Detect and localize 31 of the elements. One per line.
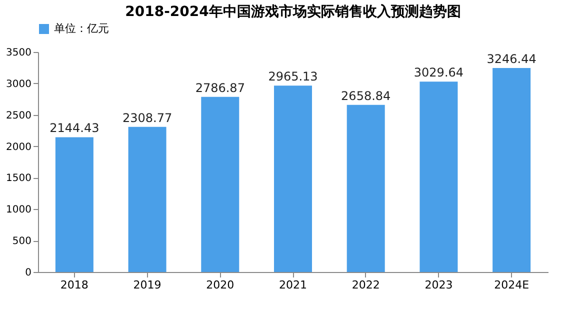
y-tick-label: 3500 xyxy=(6,48,32,58)
x-tick-label: 2024E xyxy=(494,278,530,292)
data-label: 2308.77 xyxy=(122,110,172,125)
bar xyxy=(346,104,385,272)
x-tick-label: 2018 xyxy=(60,278,88,292)
y-tick-label: 3000 xyxy=(6,78,32,90)
data-label: 2658.84 xyxy=(341,88,391,103)
bar xyxy=(420,82,458,272)
bar xyxy=(201,96,240,272)
bar xyxy=(274,86,312,272)
chart-title: 2018-2024年中国游戏市场实际销售收入预测趋势图 xyxy=(125,3,461,20)
x-tick-label: 2023 xyxy=(424,278,453,292)
y-tick-label: 0 xyxy=(25,268,32,278)
bar xyxy=(55,137,94,272)
x-tick-label: 2022 xyxy=(352,278,380,292)
y-tick-label: 1500 xyxy=(6,173,32,184)
x-tick-label: 2019 xyxy=(133,278,162,292)
data-label: 2786.87 xyxy=(195,80,245,95)
y-tick-label: 1000 xyxy=(6,204,32,216)
data-label: 3246.44 xyxy=(486,52,536,66)
x-tick-label: 2020 xyxy=(206,278,234,292)
y-tick-label: 500 xyxy=(12,236,32,248)
data-label: 3029.64 xyxy=(414,66,464,80)
y-tick-label: 2000 xyxy=(6,142,32,153)
data-label: 2965.13 xyxy=(268,70,318,84)
bar xyxy=(128,126,166,272)
x-tick-label: 2021 xyxy=(279,278,307,292)
data-label: 2144.43 xyxy=(50,121,100,136)
bar xyxy=(492,68,531,272)
y-tick-label: 2500 xyxy=(6,110,32,122)
legend-label: 单位：亿元 xyxy=(54,22,109,35)
